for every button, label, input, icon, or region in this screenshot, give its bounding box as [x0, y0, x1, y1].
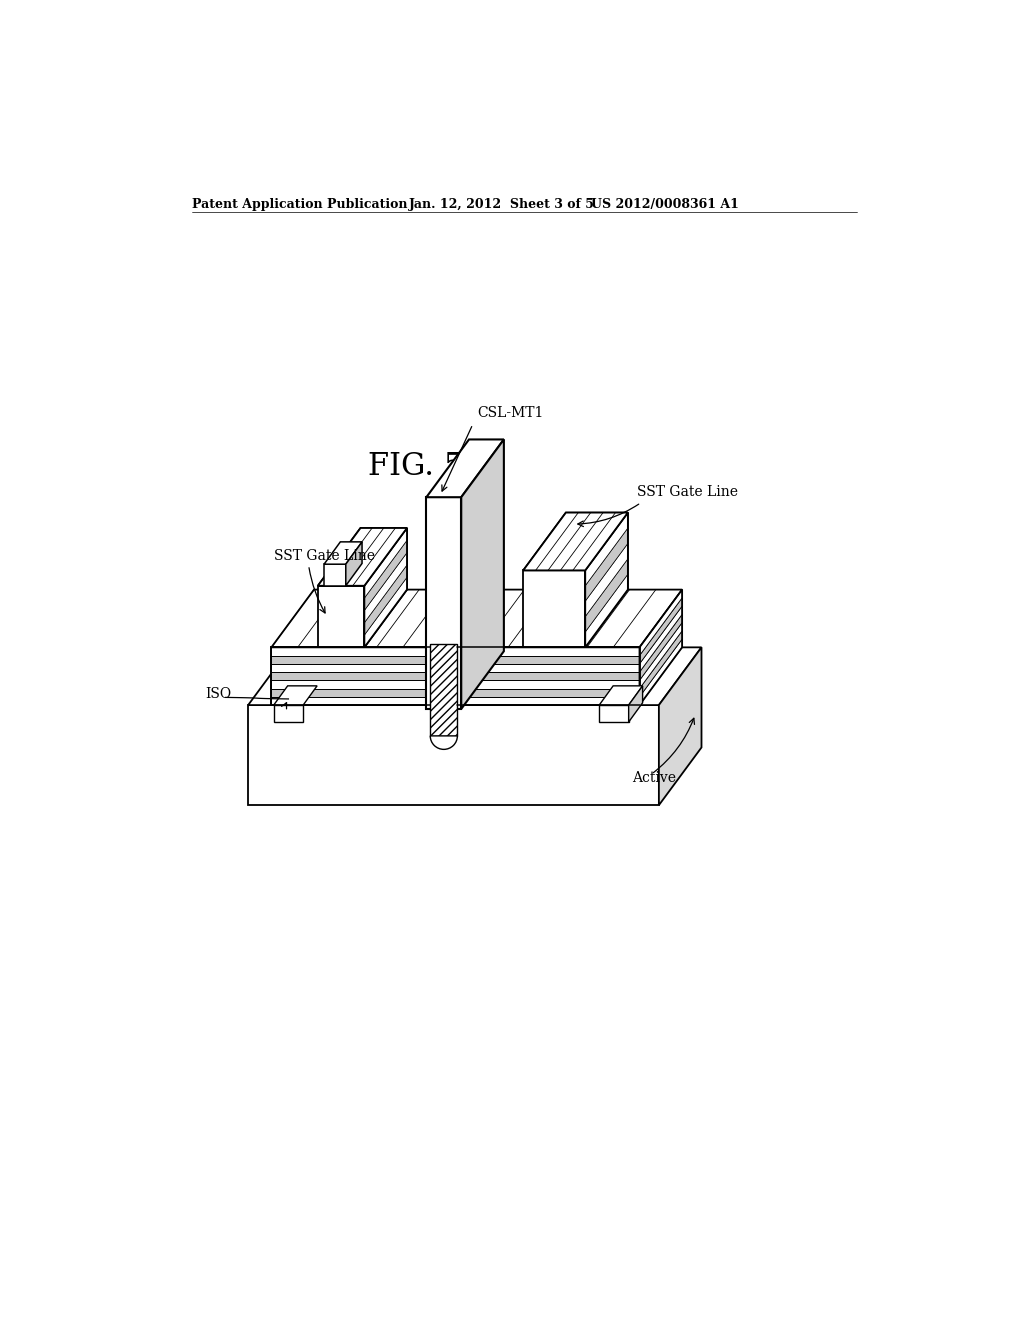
Text: SST Gate Line: SST Gate Line: [273, 549, 375, 562]
Polygon shape: [365, 528, 407, 647]
Polygon shape: [523, 512, 628, 570]
Text: FIG. 5: FIG. 5: [369, 451, 464, 482]
Polygon shape: [586, 512, 628, 647]
Polygon shape: [599, 705, 629, 722]
Polygon shape: [640, 631, 682, 697]
Polygon shape: [523, 570, 586, 647]
Polygon shape: [523, 512, 628, 570]
Polygon shape: [248, 647, 701, 705]
Polygon shape: [640, 623, 682, 689]
Polygon shape: [365, 540, 407, 610]
Polygon shape: [271, 680, 640, 689]
Polygon shape: [273, 705, 303, 722]
Polygon shape: [317, 528, 407, 586]
Polygon shape: [599, 686, 643, 705]
Text: Active: Active: [632, 771, 676, 785]
Polygon shape: [629, 686, 643, 722]
Polygon shape: [271, 697, 640, 705]
Polygon shape: [346, 543, 362, 586]
Polygon shape: [640, 606, 682, 672]
Text: SST Gate Line: SST Gate Line: [637, 484, 738, 499]
Polygon shape: [586, 558, 628, 632]
Polygon shape: [586, 574, 628, 647]
Polygon shape: [365, 553, 407, 623]
Text: ISO: ISO: [206, 686, 231, 701]
Polygon shape: [640, 598, 682, 664]
Polygon shape: [586, 544, 628, 616]
Text: Jan. 12, 2012  Sheet 3 of 5: Jan. 12, 2012 Sheet 3 of 5: [410, 198, 595, 211]
Polygon shape: [461, 440, 504, 709]
Polygon shape: [640, 639, 682, 705]
Text: US 2012/0008361 A1: US 2012/0008361 A1: [592, 198, 739, 211]
Polygon shape: [640, 614, 682, 680]
Polygon shape: [317, 528, 407, 586]
Polygon shape: [324, 543, 362, 564]
Polygon shape: [365, 577, 407, 647]
Polygon shape: [271, 689, 640, 697]
Polygon shape: [365, 565, 407, 635]
Polygon shape: [271, 672, 640, 680]
Polygon shape: [426, 498, 461, 709]
Polygon shape: [271, 590, 682, 647]
Polygon shape: [273, 686, 317, 705]
Polygon shape: [640, 590, 682, 656]
Text: Patent Application Publication: Patent Application Publication: [193, 198, 408, 211]
Polygon shape: [426, 440, 504, 498]
Polygon shape: [317, 586, 365, 647]
Polygon shape: [365, 528, 407, 598]
Text: CSL-MT1: CSL-MT1: [477, 407, 543, 420]
Wedge shape: [430, 737, 458, 750]
Polygon shape: [324, 564, 346, 586]
Polygon shape: [248, 705, 658, 805]
Polygon shape: [271, 664, 640, 672]
Polygon shape: [586, 512, 628, 586]
Polygon shape: [658, 647, 701, 805]
Polygon shape: [271, 647, 640, 656]
Polygon shape: [586, 528, 628, 601]
Polygon shape: [271, 656, 640, 664]
Polygon shape: [430, 644, 458, 737]
